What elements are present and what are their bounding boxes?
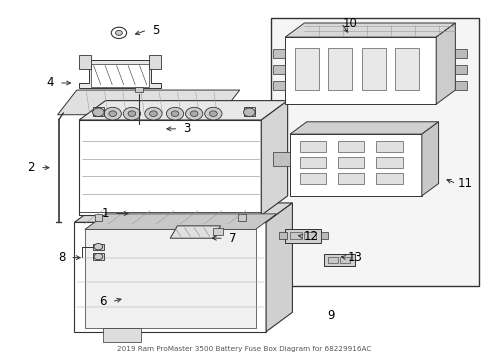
Bar <box>376 173 402 184</box>
Circle shape <box>144 107 162 120</box>
Text: 3: 3 <box>183 122 190 135</box>
Bar <box>92 253 104 260</box>
Polygon shape <box>285 229 321 243</box>
Bar <box>135 86 142 92</box>
Polygon shape <box>85 229 255 328</box>
Polygon shape <box>85 214 276 229</box>
Bar <box>273 81 285 90</box>
Polygon shape <box>421 122 438 196</box>
Bar <box>213 228 223 235</box>
Text: 2019 Ram ProMaster 3500 Battery Fuse Box Diagram for 68229916AC: 2019 Ram ProMaster 3500 Battery Fuse Box… <box>117 346 371 352</box>
Circle shape <box>115 30 122 35</box>
Polygon shape <box>289 134 421 196</box>
Circle shape <box>128 111 136 117</box>
Bar <box>273 152 289 166</box>
Polygon shape <box>170 226 220 238</box>
Text: 10: 10 <box>342 17 357 30</box>
Bar <box>279 232 286 239</box>
Polygon shape <box>79 100 287 120</box>
Bar <box>454 66 467 74</box>
Circle shape <box>243 108 255 117</box>
Bar <box>304 232 316 239</box>
Text: 6: 6 <box>99 295 107 308</box>
Polygon shape <box>285 37 435 104</box>
Circle shape <box>209 111 217 117</box>
Bar <box>454 49 467 58</box>
Bar <box>361 48 385 90</box>
Circle shape <box>204 107 222 120</box>
Circle shape <box>92 108 104 117</box>
Bar <box>328 48 351 90</box>
Text: 4: 4 <box>46 76 54 90</box>
Text: 12: 12 <box>304 230 319 243</box>
Circle shape <box>166 107 183 120</box>
Polygon shape <box>79 60 160 88</box>
Bar <box>273 66 285 74</box>
Circle shape <box>185 107 203 120</box>
Bar <box>273 49 285 58</box>
Circle shape <box>94 253 102 260</box>
Bar <box>395 48 419 90</box>
Bar <box>294 48 318 90</box>
Polygon shape <box>435 23 454 104</box>
Circle shape <box>190 111 198 117</box>
Polygon shape <box>74 203 292 222</box>
Circle shape <box>111 27 126 39</box>
Text: 1: 1 <box>102 207 109 220</box>
Bar <box>376 157 402 168</box>
Bar <box>148 55 160 69</box>
Polygon shape <box>91 64 148 86</box>
Bar <box>94 213 102 221</box>
Polygon shape <box>323 254 354 266</box>
Bar <box>299 173 325 184</box>
Bar <box>92 243 104 250</box>
Polygon shape <box>265 203 292 332</box>
Text: 9: 9 <box>326 309 334 322</box>
Polygon shape <box>289 122 438 134</box>
Bar <box>270 18 478 286</box>
Circle shape <box>123 107 140 120</box>
Bar <box>337 173 364 184</box>
Text: 11: 11 <box>456 177 471 190</box>
Text: 8: 8 <box>58 251 65 264</box>
Bar <box>454 81 467 90</box>
Text: 2: 2 <box>27 161 35 174</box>
Circle shape <box>104 107 121 120</box>
Circle shape <box>149 111 157 117</box>
Bar <box>340 257 349 262</box>
Bar <box>92 107 104 116</box>
Polygon shape <box>285 23 454 37</box>
Bar <box>376 141 402 152</box>
Bar <box>337 157 364 168</box>
Bar <box>299 141 325 152</box>
Bar <box>289 232 302 239</box>
Polygon shape <box>58 90 239 115</box>
Circle shape <box>109 111 116 117</box>
Bar <box>79 55 91 69</box>
Polygon shape <box>74 222 265 332</box>
Bar <box>328 257 337 262</box>
Circle shape <box>171 111 179 117</box>
Text: 13: 13 <box>346 251 362 264</box>
Polygon shape <box>261 100 287 215</box>
Bar <box>238 213 245 221</box>
Text: 7: 7 <box>228 232 236 245</box>
Bar <box>321 232 327 239</box>
Text: 5: 5 <box>152 23 159 37</box>
Circle shape <box>94 243 102 250</box>
Bar <box>243 107 255 116</box>
Bar <box>299 157 325 168</box>
Polygon shape <box>103 328 141 342</box>
Bar <box>337 141 364 152</box>
Polygon shape <box>79 120 261 215</box>
